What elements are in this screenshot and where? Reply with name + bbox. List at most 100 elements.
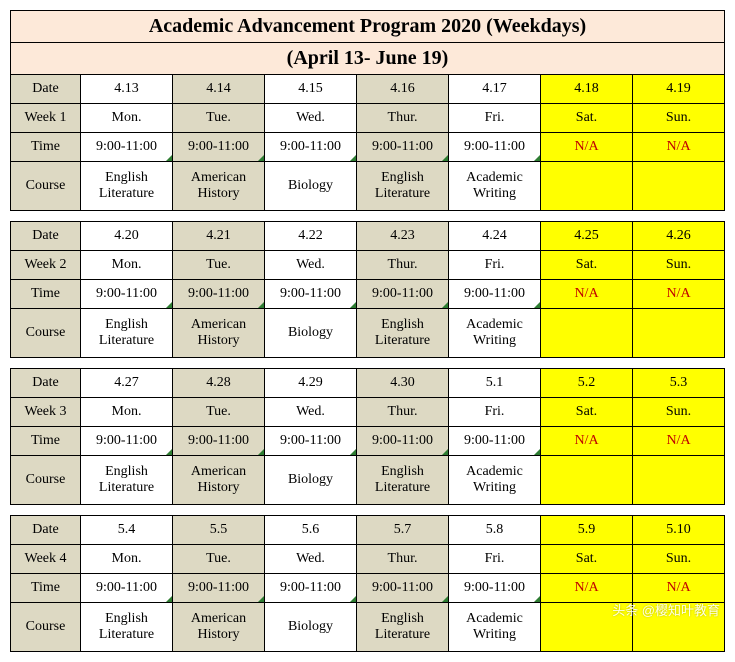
spacer <box>11 505 725 516</box>
date-cell: 4.30 <box>357 369 449 398</box>
time-cell: N/A <box>633 133 725 162</box>
dow-cell: Mon. <box>81 545 173 574</box>
row-label-time: Time <box>11 427 81 456</box>
row-label-date: Date <box>11 516 81 545</box>
course-cell: Biology <box>265 309 357 358</box>
dow-cell: Thur. <box>357 104 449 133</box>
dow-cell: Wed. <box>265 251 357 280</box>
course-cell: Academic Writing <box>449 603 541 652</box>
row-label-week: Week 4 <box>11 545 81 574</box>
row-label-course: Course <box>11 603 81 652</box>
date-cell: 4.15 <box>265 75 357 104</box>
time-cell: 9:00-11:00 <box>449 427 541 456</box>
course-cell: English Literature <box>357 309 449 358</box>
time-cell: 9:00-11:00 <box>173 133 265 162</box>
date-cell: 4.19 <box>633 75 725 104</box>
dow-cell: Tue. <box>173 545 265 574</box>
spacer <box>11 211 725 222</box>
row-label-week: Week 1 <box>11 104 81 133</box>
date-cell: 4.23 <box>357 222 449 251</box>
date-cell: 4.20 <box>81 222 173 251</box>
dow-cell: Mon. <box>81 398 173 427</box>
spacer <box>11 358 725 369</box>
course-cell: Academic Writing <box>449 456 541 505</box>
time-cell: 9:00-11:00 <box>265 280 357 309</box>
row-label-time: Time <box>11 280 81 309</box>
time-cell: N/A <box>633 427 725 456</box>
dow-cell: Tue. <box>173 104 265 133</box>
dow-cell: Fri. <box>449 104 541 133</box>
time-cell: 9:00-11:00 <box>265 574 357 603</box>
time-cell: 9:00-11:00 <box>265 427 357 456</box>
course-cell: American History <box>173 603 265 652</box>
page-subtitle: (April 13- June 19) <box>11 42 724 74</box>
course-cell: English Literature <box>357 603 449 652</box>
date-cell: 5.9 <box>541 516 633 545</box>
dow-cell: Sat. <box>541 251 633 280</box>
course-cell: English Literature <box>81 309 173 358</box>
time-cell: N/A <box>633 280 725 309</box>
course-cell: Biology <box>265 162 357 211</box>
course-cell: English Literature <box>81 603 173 652</box>
dow-cell: Sun. <box>633 545 725 574</box>
date-cell: 5.5 <box>173 516 265 545</box>
date-cell: 4.28 <box>173 369 265 398</box>
row-label-date: Date <box>11 222 81 251</box>
row-label-course: Course <box>11 162 81 211</box>
date-cell: 4.21 <box>173 222 265 251</box>
date-cell: 4.25 <box>541 222 633 251</box>
date-cell: 4.27 <box>81 369 173 398</box>
row-label-week: Week 2 <box>11 251 81 280</box>
course-cell: Academic Writing <box>449 162 541 211</box>
schedule-container: Academic Advancement Program 2020 (Weekd… <box>10 10 725 652</box>
date-cell: 5.2 <box>541 369 633 398</box>
dow-cell: Fri. <box>449 545 541 574</box>
course-cell <box>541 162 633 211</box>
dow-cell: Wed. <box>265 398 357 427</box>
course-cell <box>541 309 633 358</box>
time-cell: 9:00-11:00 <box>357 427 449 456</box>
time-cell: 9:00-11:00 <box>81 427 173 456</box>
course-cell: English Literature <box>81 456 173 505</box>
page-title: Academic Advancement Program 2020 (Weekd… <box>11 11 724 42</box>
row-label-time: Time <box>11 133 81 162</box>
date-cell: 4.17 <box>449 75 541 104</box>
course-cell: Biology <box>265 603 357 652</box>
dow-cell: Tue. <box>173 398 265 427</box>
date-cell: 4.18 <box>541 75 633 104</box>
course-cell: Academic Writing <box>449 309 541 358</box>
time-cell: 9:00-11:00 <box>265 133 357 162</box>
dow-cell: Sun. <box>633 104 725 133</box>
date-cell: 5.6 <box>265 516 357 545</box>
dow-cell: Fri. <box>449 398 541 427</box>
time-cell: 9:00-11:00 <box>449 133 541 162</box>
row-label-date: Date <box>11 369 81 398</box>
course-cell: English Literature <box>81 162 173 211</box>
time-cell: 9:00-11:00 <box>173 280 265 309</box>
row-label-date: Date <box>11 75 81 104</box>
time-cell: N/A <box>633 574 725 603</box>
time-cell: 9:00-11:00 <box>357 280 449 309</box>
course-cell <box>633 162 725 211</box>
date-cell: 4.14 <box>173 75 265 104</box>
time-cell: N/A <box>541 280 633 309</box>
course-cell <box>541 456 633 505</box>
dow-cell: Mon. <box>81 104 173 133</box>
dow-cell: Sun. <box>633 251 725 280</box>
dow-cell: Thur. <box>357 545 449 574</box>
row-label-week: Week 3 <box>11 398 81 427</box>
time-cell: 9:00-11:00 <box>357 133 449 162</box>
date-cell: 4.22 <box>265 222 357 251</box>
course-cell: American History <box>173 309 265 358</box>
dow-cell: Wed. <box>265 104 357 133</box>
dow-cell: Wed. <box>265 545 357 574</box>
time-cell: 9:00-11:00 <box>449 280 541 309</box>
course-cell <box>633 309 725 358</box>
date-cell: 5.7 <box>357 516 449 545</box>
date-cell: 4.29 <box>265 369 357 398</box>
dow-cell: Sat. <box>541 398 633 427</box>
time-cell: 9:00-11:00 <box>173 427 265 456</box>
dow-cell: Thur. <box>357 251 449 280</box>
course-cell: English Literature <box>357 456 449 505</box>
date-cell: 5.4 <box>81 516 173 545</box>
